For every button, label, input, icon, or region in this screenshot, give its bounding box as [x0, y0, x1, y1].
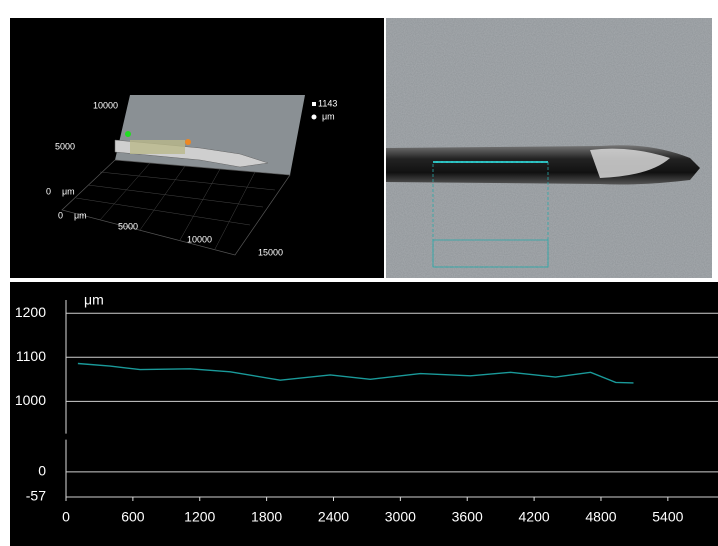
view3d-label: 15000 [258, 247, 283, 257]
view3d-label: 5000 [55, 141, 75, 151]
view3d-label: 1143 [318, 98, 337, 108]
figure: 1000050000μm0μm500010000150001143μm μm -… [0, 0, 718, 546]
x-tick-label: 1800 [251, 509, 282, 525]
view3d-label: 10000 [187, 234, 212, 244]
x-tick-label: 3600 [452, 509, 483, 525]
x-tick-label: 0 [62, 509, 70, 525]
marker [185, 139, 191, 145]
selection-3d [130, 140, 185, 154]
y-tick-label: 1200 [15, 304, 46, 320]
y-tick-label: 1000 [15, 392, 46, 408]
scale-marker [312, 115, 317, 120]
view3d-label: μm [62, 186, 75, 196]
x-tick-label: 2400 [318, 509, 349, 525]
view3d-label: μm [74, 210, 87, 220]
x-tick-label: 5400 [652, 509, 683, 525]
y-tick-label: 1100 [16, 348, 46, 364]
view3d-label: μm [322, 111, 335, 121]
page: 1000050000μm0μm500010000150001143μm μm -… [0, 0, 718, 546]
y-axis-label: μm [84, 292, 104, 308]
x-tick-label: 4200 [519, 509, 550, 525]
marker [125, 131, 131, 137]
view3d-label: 10000 [93, 100, 118, 110]
x-tick-label: 4800 [585, 509, 616, 525]
view3d-label: 0 [58, 210, 63, 220]
y-tick-label: -57 [26, 488, 46, 504]
x-tick-label: 600 [121, 509, 145, 525]
x-tick-label: 1200 [184, 509, 215, 525]
y-tick-label: 0 [38, 463, 46, 479]
scale-marker [312, 102, 316, 106]
x-tick-label: 3000 [385, 509, 416, 525]
view3d-label: 0 [46, 186, 51, 196]
chart-panel [10, 282, 718, 546]
view3d-label: 5000 [118, 221, 138, 231]
